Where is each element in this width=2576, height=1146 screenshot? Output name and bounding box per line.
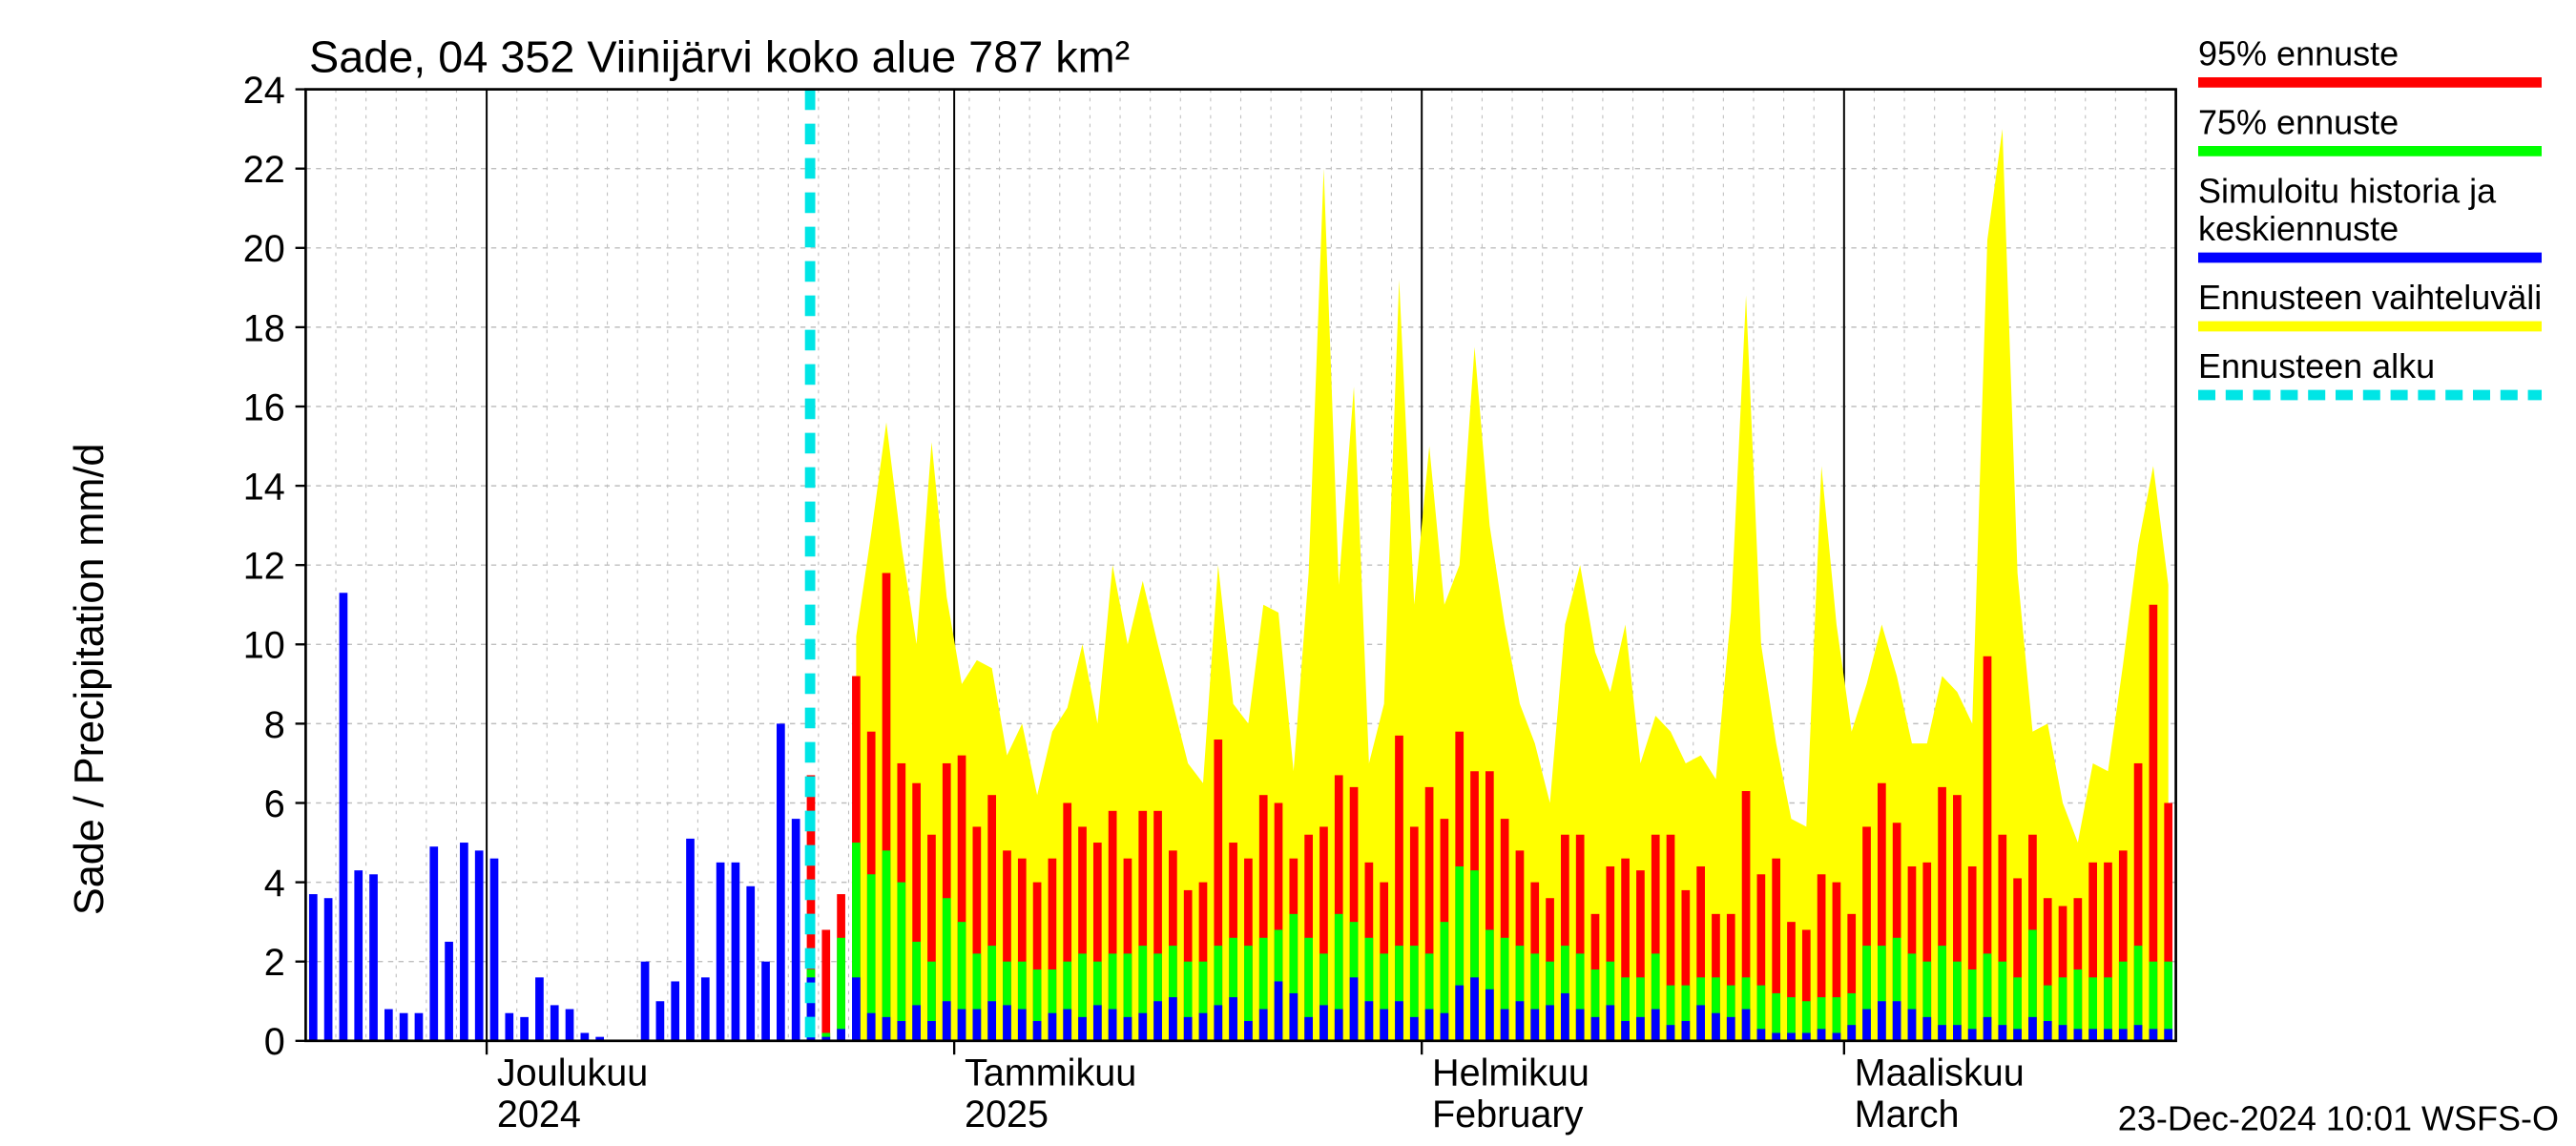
svg-text:20: 20 <box>243 228 285 270</box>
svg-text:6: 6 <box>264 783 285 825</box>
svg-text:8: 8 <box>264 704 285 746</box>
svg-text:February: February <box>1432 1094 1584 1136</box>
svg-text:Simuloitu historia ja: Simuloitu historia ja <box>2198 171 2497 210</box>
y-axis-label: Sade / Precipitation mm/d <box>67 444 113 915</box>
svg-text:Maaliskuu: Maaliskuu <box>1855 1052 2025 1094</box>
chart-footer: 23-Dec-2024 10:01 WSFS-O <box>2118 1098 2559 1137</box>
svg-text:2: 2 <box>264 942 285 984</box>
svg-text:12: 12 <box>243 546 285 588</box>
svg-text:95% ennuste: 95% ennuste <box>2198 33 2399 73</box>
svg-text:24: 24 <box>243 70 285 112</box>
svg-text:0: 0 <box>264 1021 285 1063</box>
svg-text:2024: 2024 <box>497 1094 581 1136</box>
svg-text:18: 18 <box>243 307 285 349</box>
svg-text:10: 10 <box>243 625 285 667</box>
svg-text:14: 14 <box>243 467 285 509</box>
svg-text:2025: 2025 <box>965 1094 1049 1136</box>
svg-text:Ennusteen vaihteluväli: Ennusteen vaihteluväli <box>2198 278 2542 317</box>
svg-text:22: 22 <box>243 149 285 191</box>
svg-text:4: 4 <box>264 863 285 905</box>
chart-title: Sade, 04 352 Viinijärvi koko alue 787 km… <box>309 32 1130 82</box>
svg-text:16: 16 <box>243 386 285 428</box>
svg-text:keskiennuste: keskiennuste <box>2198 209 2399 248</box>
svg-text:Ennusteen alku: Ennusteen alku <box>2198 346 2435 385</box>
svg-text:March: March <box>1855 1094 1960 1136</box>
svg-text:Tammikuu: Tammikuu <box>965 1052 1136 1094</box>
svg-text:Joulukuu: Joulukuu <box>497 1052 648 1094</box>
legend: 95% ennuste 75% ennuste Simuloitu historia… <box>2198 33 2542 395</box>
svg-text:Helmikuu: Helmikuu <box>1432 1052 1589 1094</box>
svg-text:75% ennuste: 75% ennuste <box>2198 102 2399 141</box>
